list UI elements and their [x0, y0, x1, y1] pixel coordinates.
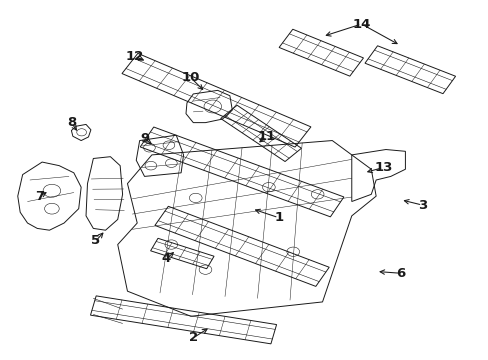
Text: 11: 11 [257, 130, 275, 144]
Text: 1: 1 [273, 211, 283, 224]
Text: 3: 3 [417, 199, 426, 212]
Text: 2: 2 [188, 331, 198, 344]
Text: 6: 6 [395, 267, 405, 280]
Text: 10: 10 [182, 71, 200, 84]
Text: 8: 8 [67, 116, 76, 129]
Text: 4: 4 [162, 252, 171, 265]
Text: 9: 9 [140, 132, 149, 145]
Text: 7: 7 [35, 190, 44, 203]
Text: 13: 13 [373, 161, 392, 174]
Text: 5: 5 [91, 234, 100, 247]
Text: 14: 14 [352, 18, 370, 31]
Text: 12: 12 [125, 50, 143, 63]
